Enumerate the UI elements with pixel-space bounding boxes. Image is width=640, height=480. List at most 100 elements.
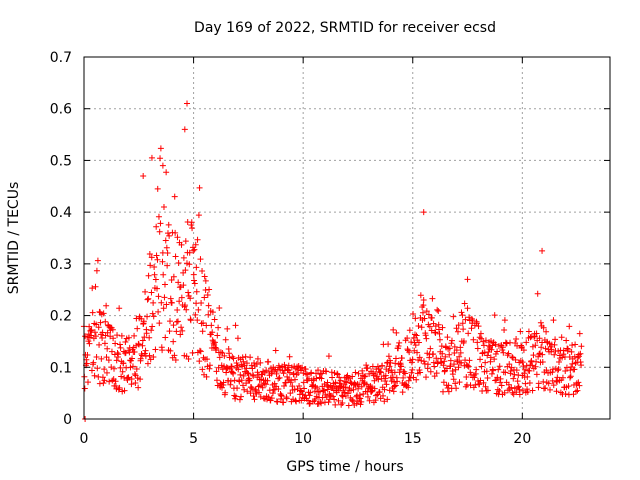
- data-point: [426, 323, 433, 330]
- data-point: [536, 335, 543, 342]
- data-point: [103, 369, 110, 376]
- data-point: [128, 381, 135, 388]
- data-point: [383, 381, 390, 388]
- data-point: [230, 370, 237, 377]
- data-point: [371, 385, 378, 392]
- data-point: [102, 318, 109, 325]
- data-point: [92, 283, 99, 290]
- data-point: [150, 354, 157, 361]
- data-point: [247, 354, 254, 361]
- data-point: [203, 373, 210, 380]
- data-point: [129, 355, 136, 362]
- data-point: [554, 374, 561, 381]
- data-point: [191, 246, 198, 253]
- data-point: [131, 370, 138, 377]
- data-point: [334, 370, 341, 377]
- data-point: [306, 392, 313, 399]
- data-point: [144, 360, 151, 367]
- data-point: [197, 348, 204, 355]
- data-point: [339, 393, 346, 400]
- data-point: [409, 356, 416, 363]
- data-point: [122, 339, 129, 346]
- y-tick-label: 0.2: [50, 309, 72, 325]
- data-point: [187, 295, 194, 302]
- data-point: [275, 375, 282, 382]
- data-point: [477, 377, 484, 384]
- data-point: [435, 326, 442, 333]
- data-point: [96, 380, 103, 387]
- axis-ticks: 0 0.1 0.2 0.3 0.4 0.5 0.6 0.7 0 5 10 15 20: [50, 50, 610, 447]
- data-point: [285, 362, 292, 369]
- data-point: [501, 326, 508, 333]
- data-point: [381, 386, 388, 393]
- data-point: [477, 356, 484, 363]
- data-point: [337, 383, 344, 390]
- data-point: [567, 374, 574, 381]
- data-point: [113, 357, 120, 364]
- data-point: [562, 368, 569, 375]
- data-point: [428, 327, 435, 334]
- data-point: [397, 366, 404, 373]
- data-point: [498, 382, 505, 389]
- data-point: [324, 386, 331, 393]
- data-point: [335, 387, 342, 394]
- data-point: [161, 294, 168, 301]
- data-point: [323, 368, 330, 375]
- data-point: [178, 241, 185, 248]
- data-point: [244, 370, 251, 377]
- data-point: [344, 390, 351, 397]
- data-point: [448, 337, 455, 344]
- data-point: [450, 313, 457, 320]
- data-point: [540, 324, 547, 331]
- data-point: [251, 359, 258, 366]
- data-point: [516, 391, 523, 398]
- data-point: [487, 354, 494, 361]
- data-point: [129, 363, 136, 370]
- data-point: [451, 361, 458, 368]
- data-point: [182, 267, 189, 274]
- data-point: [547, 386, 554, 393]
- data-point: [469, 317, 476, 324]
- data-point: [159, 347, 166, 354]
- data-point: [287, 390, 294, 397]
- data-point: [525, 328, 532, 335]
- data-point: [325, 353, 332, 360]
- data-point: [458, 309, 465, 316]
- data-point: [101, 377, 108, 384]
- data-point: [439, 324, 446, 331]
- data-point: [290, 370, 297, 377]
- data-point: [139, 342, 146, 349]
- data-point: [445, 388, 452, 395]
- data-point: [170, 322, 177, 329]
- data-point: [99, 374, 106, 381]
- data-point: [552, 336, 559, 343]
- data-point: [272, 347, 279, 354]
- data-point: [378, 369, 385, 376]
- data-point: [543, 328, 550, 335]
- data-point: [423, 335, 430, 342]
- data-point: [578, 362, 585, 369]
- data-point: [571, 366, 578, 373]
- data-point: [141, 350, 148, 357]
- data-point: [384, 396, 391, 403]
- data-point: [549, 369, 556, 376]
- data-point: [536, 350, 543, 357]
- data-point: [392, 360, 399, 367]
- data-point: [538, 344, 545, 351]
- data-point: [309, 381, 316, 388]
- data-point: [288, 377, 295, 384]
- data-point: [298, 388, 305, 395]
- y-axis-label: SRMTID / TECUs: [6, 182, 22, 295]
- data-point: [156, 320, 163, 327]
- data-point: [232, 322, 239, 329]
- data-point: [157, 155, 164, 162]
- data-point: [436, 330, 443, 337]
- data-point: [240, 358, 247, 365]
- data-point: [311, 388, 318, 395]
- data-point: [167, 347, 174, 354]
- data-point: [243, 360, 250, 367]
- data-point: [454, 328, 461, 335]
- y-tick-label: 0.4: [50, 205, 72, 221]
- data-point: [342, 384, 349, 391]
